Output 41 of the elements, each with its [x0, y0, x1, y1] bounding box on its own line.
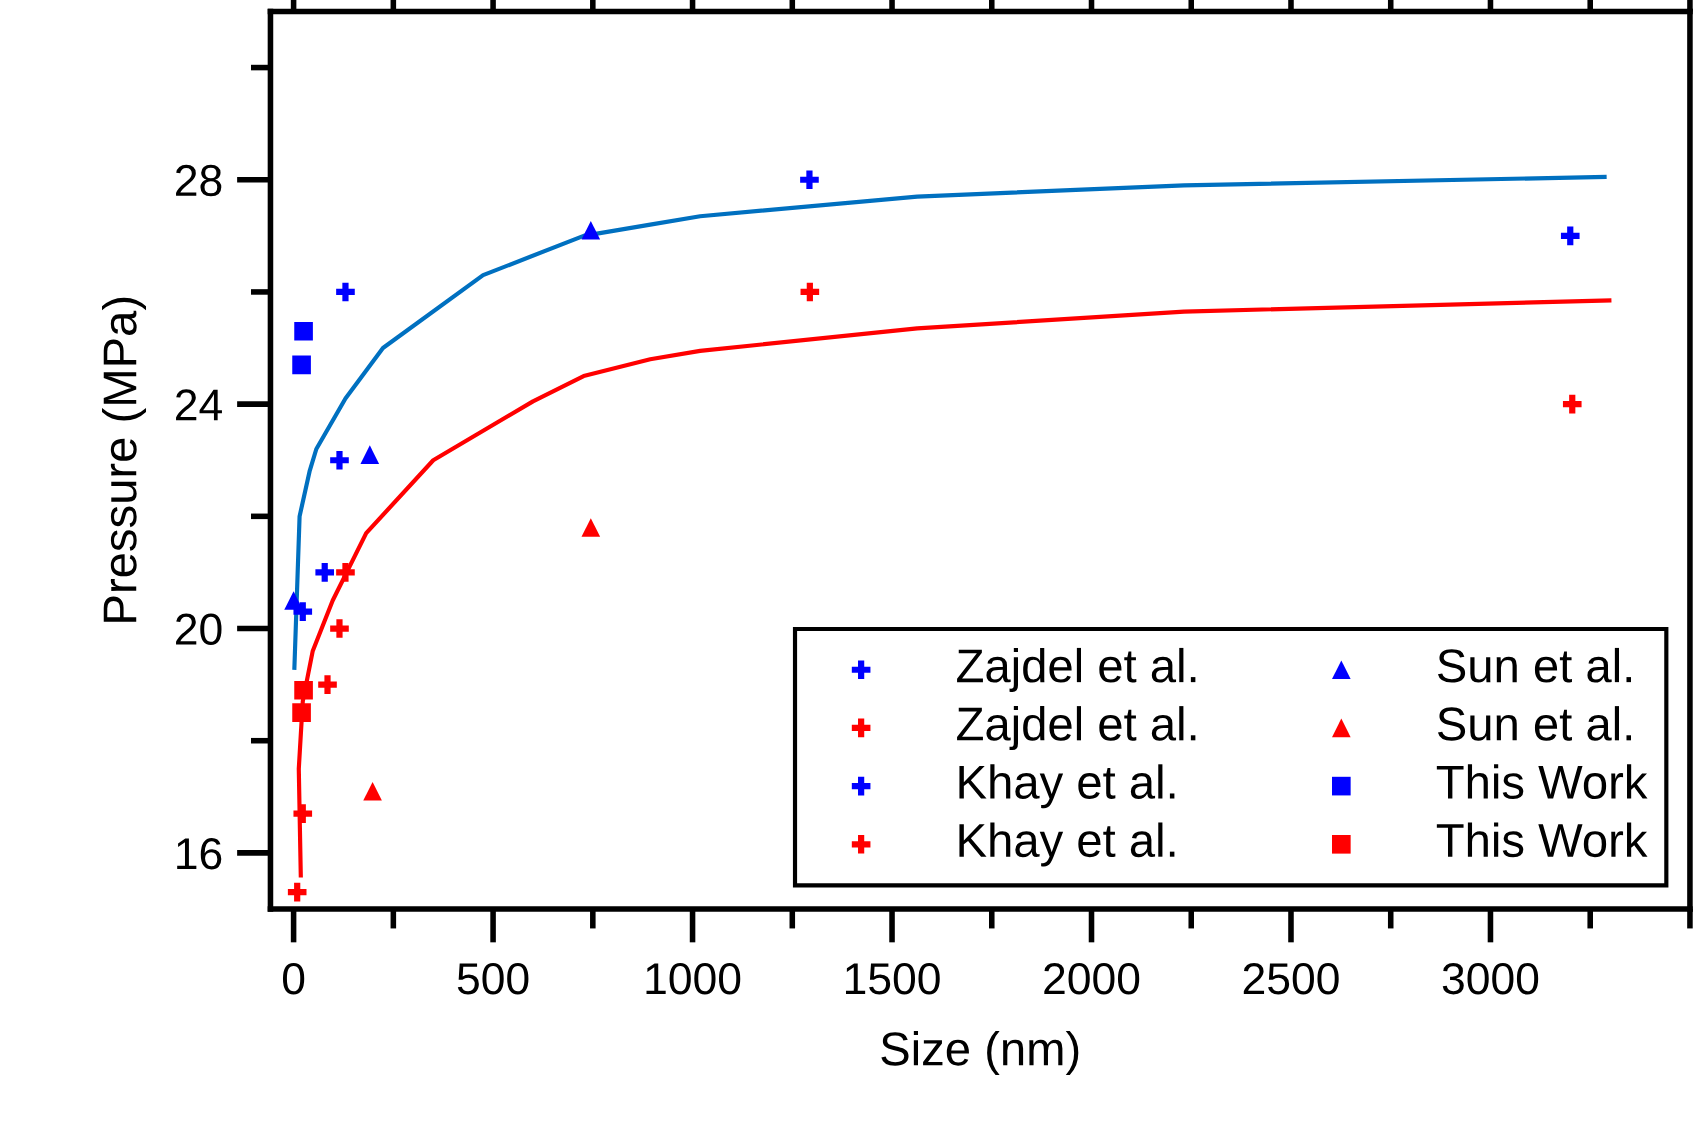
point: [363, 781, 382, 801]
y-axis-title: Pressure (MPa): [102, 297, 147, 622]
y-tick-label: 16: [177, 837, 222, 870]
point: [800, 282, 820, 302]
legend-label: Zajdel et al.: [957, 706, 1196, 751]
point: [318, 675, 337, 694]
legend-label: Sun et al.: [1437, 647, 1631, 683]
x-tick-label: 2500: [1243, 962, 1339, 995]
y-tick-label: 24: [176, 389, 222, 421]
point: [292, 703, 311, 722]
legend-label: Sun et al.: [1437, 706, 1631, 741]
point: [294, 321, 313, 341]
point: [800, 170, 819, 190]
point: [293, 804, 313, 823]
point: [294, 680, 313, 700]
point: [360, 445, 380, 464]
x-tick-label: 2000: [1044, 962, 1140, 995]
point: [315, 563, 335, 582]
y-tick-label: 20: [176, 613, 222, 646]
x-tick-label: 1500: [845, 962, 940, 995]
x-tick-label: 500: [457, 962, 529, 995]
legend-label: This Work: [1436, 764, 1648, 799]
x-tick-label: 1000: [646, 962, 741, 995]
point: [1562, 394, 1582, 414]
x-axis-title: Size (nm): [881, 1030, 1079, 1075]
x-tick-label: 0: [282, 962, 305, 995]
legend-label: This Work: [1436, 822, 1648, 858]
point: [330, 619, 349, 638]
point: [287, 882, 307, 902]
legend-label: Zajdel et al.: [957, 647, 1196, 692]
point: [292, 355, 311, 375]
y-tick-label: 28: [176, 164, 222, 197]
point: [330, 450, 349, 470]
x-tick-label: 3000: [1442, 962, 1539, 995]
legend-label: Khay et al.: [959, 822, 1175, 867]
legend-label: Khay et al.: [959, 764, 1175, 809]
point: [581, 220, 601, 240]
point: [581, 518, 601, 537]
point: [336, 282, 355, 302]
point: [1560, 226, 1580, 246]
point: [336, 563, 355, 582]
